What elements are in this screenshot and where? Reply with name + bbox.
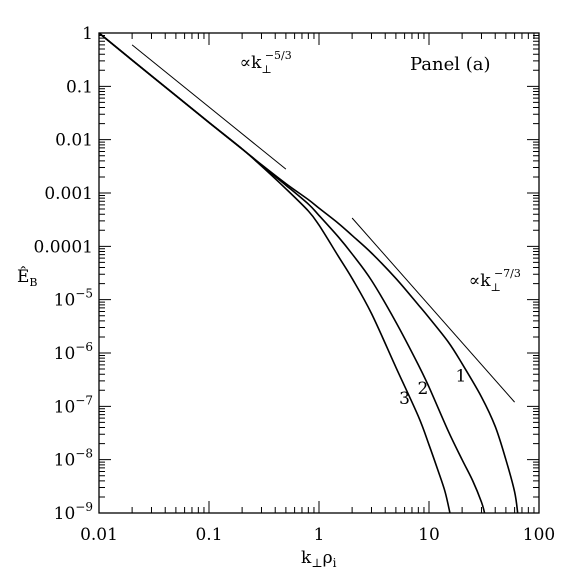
x-tick-labels: 0.01 0.1 1 10 100 xyxy=(80,525,555,545)
reference-line xyxy=(351,217,515,403)
tick-marks xyxy=(98,32,540,514)
series-line-3 xyxy=(98,32,451,514)
reference-label: ∝k⊥−5/3 xyxy=(240,49,292,76)
x-tick-label: 10 xyxy=(418,525,440,545)
y-tick-label: 0.001 xyxy=(44,184,93,204)
reference-label: ∝k⊥−7/3 xyxy=(469,267,521,294)
x-axis-label: k⊥ρi xyxy=(301,548,337,570)
y-tick-label: 10−6 xyxy=(54,340,93,364)
y-tick-label: 10−9 xyxy=(54,500,93,524)
curve-labels: 32 1 xyxy=(399,367,466,409)
y-tick-label: 0.0001 xyxy=(34,237,93,257)
y-tick-label: 10−8 xyxy=(54,447,93,471)
y-tick-label: 1 xyxy=(82,24,93,44)
ticks xyxy=(98,32,540,514)
reference-labels: ∝k⊥−5/3 ∝k⊥−7/3 xyxy=(240,49,521,294)
y-tick-label: 10−5 xyxy=(54,287,93,311)
y-tick-label: 10−7 xyxy=(54,393,93,417)
reference-lines xyxy=(131,44,515,403)
panel-label: Panel (a) xyxy=(410,54,491,75)
reference-line xyxy=(131,44,287,170)
y-axis-label: ÊB xyxy=(17,266,38,289)
curve-label: 1 xyxy=(455,367,466,387)
x-tick-label: 0.01 xyxy=(80,525,118,545)
y-tick-label: 0.01 xyxy=(55,131,93,151)
x-tick-label: 0.1 xyxy=(195,525,222,545)
x-tick-label: 1 xyxy=(314,525,325,545)
series-line-1 xyxy=(98,32,519,514)
y-tick-labels: 1 0.1 0.01 0.001 0.0001 10−5 10−6 10−7 10−8 10−9 xyxy=(34,24,93,524)
x-tick-label: 100 xyxy=(523,525,555,545)
curve-label: 2 xyxy=(417,379,428,399)
series-line-2 xyxy=(98,32,486,514)
curves xyxy=(98,32,519,514)
curve-label: 3 xyxy=(399,389,410,409)
y-tick-label: 0.1 xyxy=(66,77,93,97)
